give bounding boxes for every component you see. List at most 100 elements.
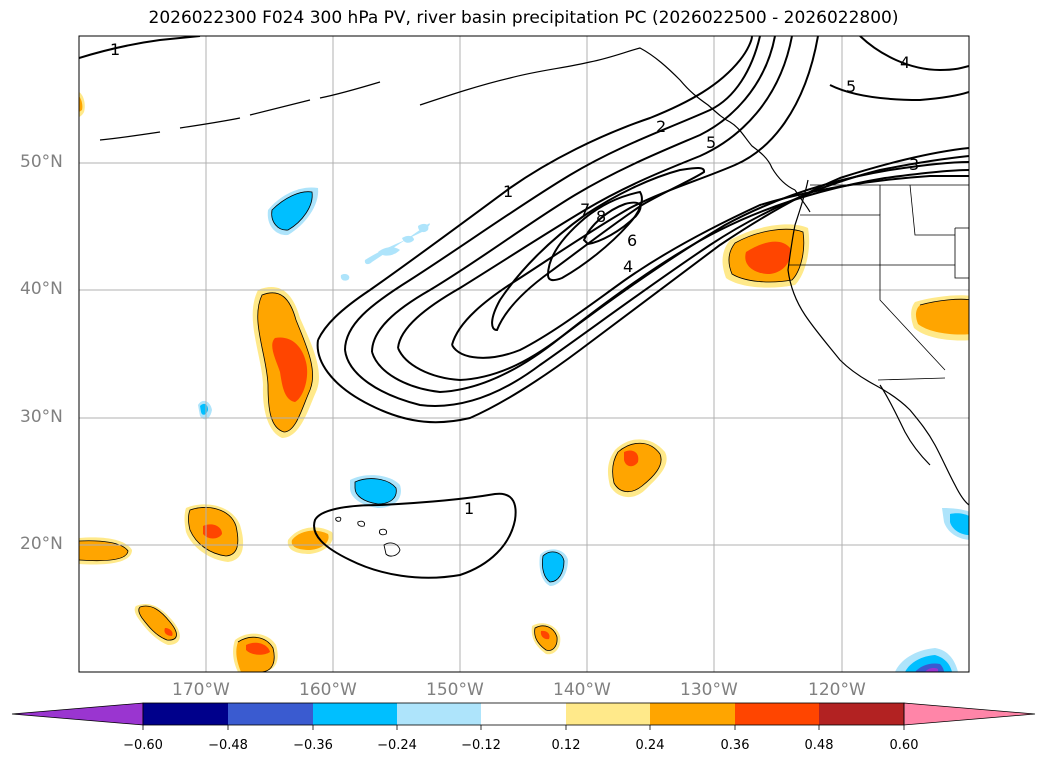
precip-negative-blob-4-core (542, 551, 564, 582)
pv-contour-1-jet-south (316, 147, 969, 424)
island-hawaii-big (383, 542, 401, 557)
colorbar-tick: 0.60 (889, 738, 919, 753)
precip-positive-blob-7-core (79, 540, 128, 561)
coast-baja (879, 384, 931, 466)
precip-positive-blob-2-peak (745, 241, 791, 274)
island-hawaii-3 (335, 516, 342, 522)
precip-negative-blob-2b (378, 247, 400, 256)
colorbar-tick: −0.12 (461, 738, 501, 753)
border-id (879, 184, 955, 236)
gridlines (79, 36, 969, 672)
lon-label-170w: 170°W (172, 680, 230, 700)
island-hawaii-2 (357, 520, 365, 527)
pv-contours (79, 36, 969, 579)
pv-contour-1-jet (317, 36, 753, 341)
colorbar-tick: −0.48 (208, 738, 248, 753)
precip-negative-blob-7-deep (925, 668, 938, 672)
pv-contour-1-hawaii (313, 492, 517, 579)
precip-negative-blob-2e (340, 273, 350, 281)
colorbar-tick: −0.60 (123, 738, 163, 753)
contour-label: 1 (110, 40, 120, 59)
colorbar-seg-6 (566, 703, 650, 725)
precip-negative-blob-6-core (950, 513, 969, 536)
colorbar-seg-9 (819, 703, 904, 725)
precip-negative-blob-1-core (271, 191, 313, 231)
pv-contour-4-ne (859, 36, 969, 72)
precip-positive-blob-8-peak (164, 628, 173, 636)
pv-contour-5 (451, 36, 819, 346)
contour-label: 4 (900, 53, 910, 72)
lat-label-50n: 50°N (20, 152, 63, 172)
pv-contour-3-south (371, 161, 969, 394)
pv-contour-5-ne (829, 84, 969, 102)
colorbar-tick: −0.24 (377, 738, 417, 753)
pv-contour-4-south (397, 169, 969, 382)
precip-positive-blob-10-peak (540, 630, 550, 640)
lon-label-120w: 120°W (808, 680, 866, 700)
map-title: 2026022300 F024 300 hPa PV, river basin … (148, 8, 899, 28)
colorbar-tick: 0.36 (720, 738, 750, 753)
contour-label: 3 (909, 155, 919, 174)
contour-label: 2 (656, 117, 666, 136)
coast-aleutians (99, 81, 381, 141)
lon-label-140w: 140°W (553, 680, 611, 700)
pv-contour-1-top-left (79, 36, 201, 59)
precip-positive-blob-3-core (915, 299, 969, 335)
precip-positive-blob-5-peak (203, 524, 222, 539)
colorbar-tick: 0.24 (635, 738, 665, 753)
colorbar-tick: 0.12 (551, 738, 581, 753)
contour-label: 5 (846, 77, 856, 96)
colorbar-seg-7 (650, 703, 735, 725)
lon-label-150w: 150°W (426, 680, 484, 700)
colorbar-tick: −0.36 (293, 738, 333, 753)
contour-label: 4 (623, 257, 633, 276)
precip-shading (79, 92, 969, 672)
pv-contour-6 (491, 167, 705, 332)
contour-label: 7 (580, 200, 590, 219)
lat-label-20n: 20°N (20, 534, 63, 554)
pv-contour-8 (582, 201, 642, 246)
colorbar-seg-3 (313, 703, 397, 725)
colorbar-extend-right (903, 702, 1036, 726)
map-background (79, 36, 969, 672)
colorbar (11, 702, 1036, 730)
contour-label: 1 (503, 182, 513, 201)
precip-negative-blob-2d (418, 223, 429, 233)
contour-label-group: 1 1 2 5 7 8 6 4 1 3 5 4 (110, 40, 919, 518)
pv-contour-3 (371, 36, 776, 353)
colorbar-seg-5 (481, 703, 566, 725)
colorbar-tick: 0.48 (804, 738, 834, 753)
colorbar-seg-1 (143, 703, 228, 725)
lon-label-130w: 130°W (680, 680, 738, 700)
contour-label: 5 (706, 133, 716, 152)
contour-label: 6 (627, 231, 637, 250)
map-frame (78, 35, 970, 673)
border-ca-nv (879, 265, 946, 371)
contour-label: 8 (596, 207, 606, 226)
precip-negative-blob-2c (402, 235, 414, 243)
pv-contour-2 (344, 36, 761, 351)
colorbar-seg-8 (735, 703, 819, 725)
island-hawaii-1 (379, 528, 387, 536)
coast-alaska (419, 47, 796, 191)
coast-us-west (787, 179, 969, 506)
border-nv-ut (954, 227, 969, 279)
precip-outlines (79, 191, 969, 672)
lat-label-40n: 40°N (20, 279, 63, 299)
lat-label-30n: 30°N (20, 407, 63, 427)
colorbar-seg-2 (228, 703, 313, 725)
colorbar-seg-4 (397, 703, 481, 725)
precip-negative-blob-3-core (355, 478, 397, 504)
border-us-mx (877, 377, 946, 381)
coastlines (99, 47, 969, 557)
precip-positive-blob-9-peak (246, 642, 270, 655)
pv-contour-4 (397, 36, 793, 349)
precip-positive-blob-4-peak (624, 450, 639, 467)
precip-positive-blob-1-peak (272, 337, 308, 402)
lon-label-160w: 160°W (299, 680, 357, 700)
contour-label: 1 (464, 499, 474, 518)
precip-positive-blob-11-core (79, 96, 83, 112)
pv-contour-5-south (451, 174, 969, 359)
pv-contour-2-south (344, 155, 969, 407)
